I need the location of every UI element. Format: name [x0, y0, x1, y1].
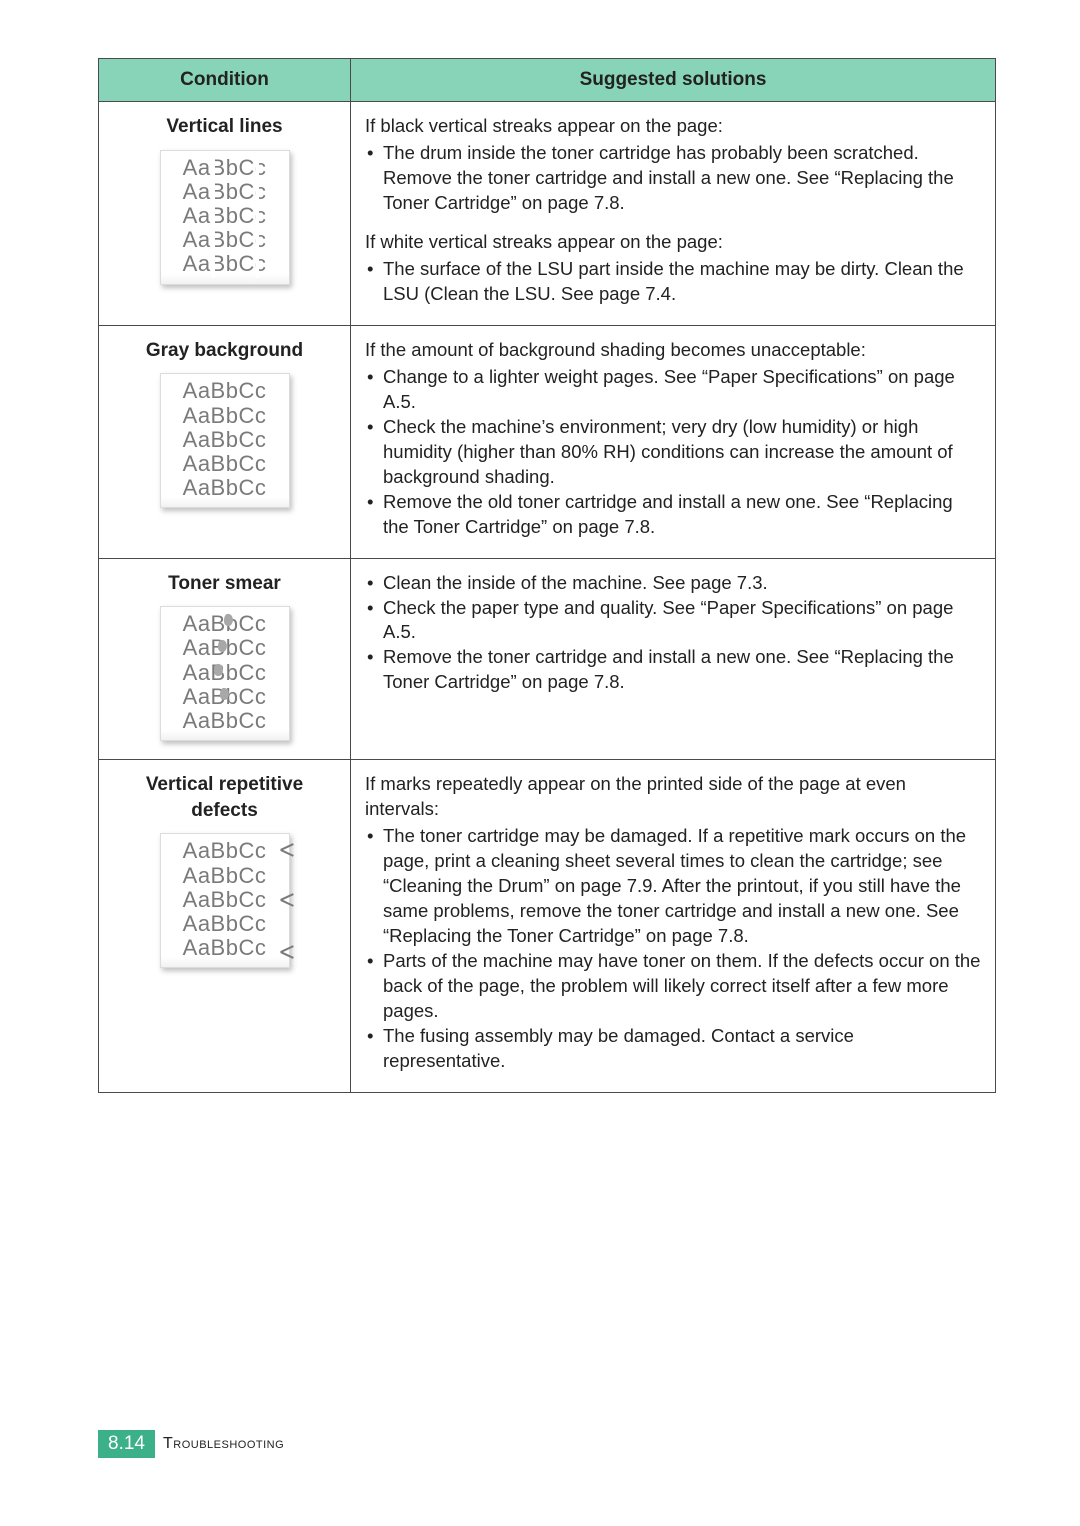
solution-list: The drum inside the toner cartridge has … [365, 141, 981, 216]
solution-item: The fusing assembly may be damaged. Cont… [365, 1024, 981, 1074]
sample-line: AaBbCc [183, 228, 267, 252]
sample-line: AaBbCc [183, 839, 267, 863]
table-row: Gray background AaBbCc AaBbCc AaBbCc AaB… [99, 325, 996, 558]
condition-title: Toner smear [113, 571, 336, 597]
page-footer: 8.14 Troubleshooting [98, 1430, 284, 1458]
sample-line: AaBbCc [183, 204, 267, 228]
solution-item: Change to a lighter weight pages. See “P… [365, 365, 981, 415]
solution-item: The surface of the LSU part inside the m… [365, 257, 981, 307]
sample-line: AaBbCc [183, 476, 267, 500]
table-header-row: Condition Suggested solutions [99, 59, 996, 102]
tick-mark-icon [280, 951, 294, 959]
condition-title: Vertical lines [113, 114, 336, 140]
solution-list: Change to a lighter weight pages. See “P… [365, 365, 981, 540]
solution-cell: Clean the inside of the machine. See pag… [351, 558, 996, 760]
condition-cell: Toner smear AaBbCc AaBbCc AaBbCc AaBbCc … [99, 558, 351, 760]
table-row: Vertical repetitive defects AaBbCc AaBbC… [99, 760, 996, 1093]
solution-cell: If black vertical streaks appear on the … [351, 102, 996, 326]
sample-line: AaBbCc [183, 661, 267, 685]
tick-mark-icon [280, 894, 294, 902]
condition-cell: Vertical lines AaBbCc AaBbCc AaBbCc AaBb… [99, 102, 351, 326]
solution-item: Remove the toner cartridge and install a… [365, 645, 981, 695]
solution-list: Clean the inside of the machine. See pag… [365, 571, 981, 696]
tick-mark-icon [280, 844, 294, 852]
solution-item: Check the machine’s environment; very dr… [365, 415, 981, 490]
solution-intro: If the amount of background shading beco… [365, 338, 981, 363]
page-content: Condition Suggested solutions Vertical l… [0, 0, 1080, 1093]
sample-gray-background-icon: AaBbCc AaBbCc AaBbCc AaBbCc AaBbCc [160, 373, 290, 508]
solution-item: Check the paper type and quality. See “P… [365, 596, 981, 646]
sample-line: AaBbCc [183, 379, 267, 403]
solution-intro: If marks repeatedly appear on the printe… [365, 772, 981, 822]
solution-intro: If black vertical streaks appear on the … [365, 114, 981, 139]
sample-line: AaBbCc [183, 180, 267, 204]
sample-vertical-lines-icon: AaBbCc AaBbCc AaBbCc AaBbCc AaBbCc [160, 150, 290, 285]
solution-item: The toner cartridge may be damaged. If a… [365, 824, 981, 949]
sample-line: AaBbCc [183, 404, 267, 428]
solution-list: The surface of the LSU part inside the m… [365, 257, 981, 307]
solution-item: Clean the inside of the machine. See pag… [365, 571, 981, 596]
page-number-badge: 8.14 [98, 1430, 155, 1458]
troubleshooting-table: Condition Suggested solutions Vertical l… [98, 58, 996, 1093]
solution-intro: If white vertical streaks appear on the … [365, 230, 981, 255]
condition-cell: Vertical repetitive defects AaBbCc AaBbC… [99, 760, 351, 1093]
solution-item: The drum inside the toner cartridge has … [365, 141, 981, 216]
sample-line: AaBbCc [183, 452, 267, 476]
sample-line: AaBbCc [183, 428, 267, 452]
solution-list: The toner cartridge may be damaged. If a… [365, 824, 981, 1074]
solution-item: Remove the old toner cartridge and insta… [365, 490, 981, 540]
condition-title: Vertical repetitive defects [113, 772, 336, 823]
condition-title: Gray background [113, 338, 336, 364]
header-suggested: Suggested solutions [351, 59, 996, 102]
sample-line: AaBbCc [183, 864, 267, 888]
condition-cell: Gray background AaBbCc AaBbCc AaBbCc AaB… [99, 325, 351, 558]
section-title: Troubleshooting [163, 1435, 284, 1453]
table-row: Toner smear AaBbCc AaBbCc AaBbCc AaBbCc … [99, 558, 996, 760]
sample-line: AaBbCc [183, 912, 267, 936]
sample-repetitive-defects-icon: AaBbCc AaBbCc AaBbCc AaBbCc AaBbCc [160, 833, 290, 968]
solution-item: Parts of the machine may have toner on t… [365, 949, 981, 1024]
sample-line: AaBbCc [183, 252, 267, 276]
sample-line: AaBbCc [183, 888, 267, 912]
sample-line: AaBbCc [183, 156, 267, 180]
table-row: Vertical lines AaBbCc AaBbCc AaBbCc AaBb… [99, 102, 996, 326]
sample-line: AaBbCc [183, 709, 267, 733]
solution-cell: If marks repeatedly appear on the printe… [351, 760, 996, 1093]
sample-line: AaBbCc [183, 936, 267, 960]
solution-cell: If the amount of background shading beco… [351, 325, 996, 558]
header-condition: Condition [99, 59, 351, 102]
sample-toner-smear-icon: AaBbCc AaBbCc AaBbCc AaBbCc AaBbCc [160, 606, 290, 741]
